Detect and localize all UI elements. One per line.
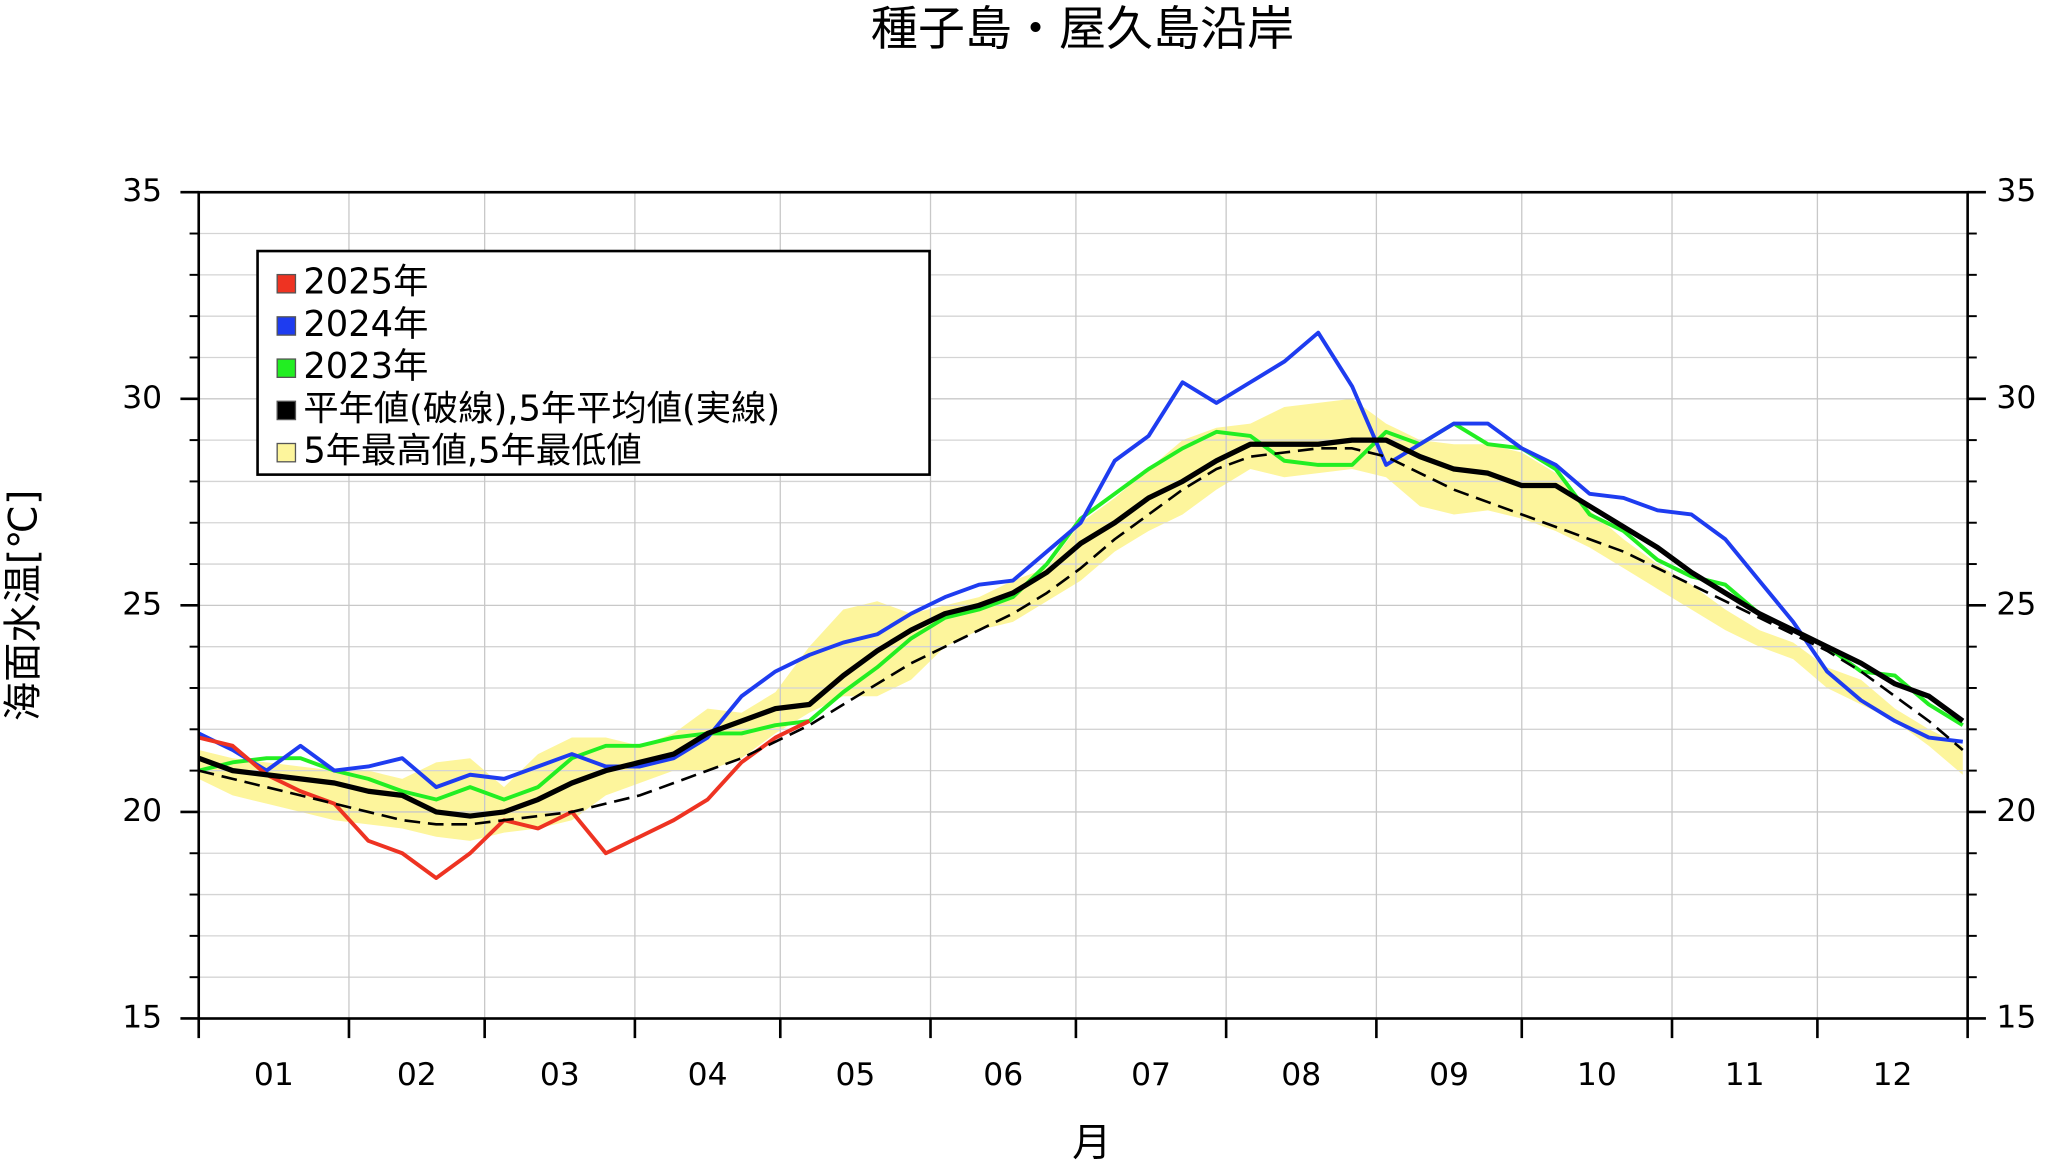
- y-tick-label: 30: [122, 380, 162, 416]
- legend-box: [256, 249, 931, 476]
- y-tick-label: 35: [122, 173, 162, 209]
- plot-frame: [197, 190, 1969, 1020]
- x-tick-label: 11: [1725, 1057, 1765, 1093]
- legend: 2025年2024年2023年平年値(破線),5年平均値(実線)5年最高値,5年…: [256, 249, 931, 476]
- x-tick-label: 05: [835, 1057, 875, 1093]
- x-tick-label: 10: [1577, 1057, 1617, 1093]
- legend-label: 5年最高値,5年最低値: [303, 431, 641, 472]
- legend-swatch: [276, 273, 297, 294]
- legend-swatch: [276, 316, 297, 336]
- x-tick-label: 09: [1429, 1057, 1469, 1093]
- x-tick-label: 07: [1131, 1057, 1171, 1093]
- series-line: [198, 421, 1964, 802]
- y2-tick-label: 20: [1996, 793, 2036, 829]
- y2-tick-label: 15: [1996, 999, 2036, 1035]
- x-tick-label: 01: [254, 1057, 294, 1093]
- x-tick-label: 06: [983, 1057, 1023, 1093]
- y-tick-label: 15: [122, 999, 162, 1035]
- chart-title: 種子島・屋久島沿岸: [871, 2, 1294, 57]
- legend-label: 2024年: [303, 304, 428, 345]
- y-tick-label: 20: [122, 793, 162, 829]
- legend-swatch: [276, 442, 297, 463]
- legend-label: 平年値(破線),5年平均値(実線): [303, 388, 780, 429]
- x-tick-label: 04: [688, 1057, 728, 1093]
- x-tick-label: 02: [397, 1057, 437, 1093]
- legend-label: 2023年: [303, 346, 428, 387]
- x-tick-label: 08: [1281, 1057, 1321, 1093]
- x-axis-label: 月: [1072, 1121, 1111, 1166]
- y-axis-label: 海面水温[℃]: [2, 490, 47, 722]
- legend-swatch: [276, 358, 297, 379]
- x-tick-label: 03: [540, 1057, 580, 1093]
- y2-tick-label: 25: [1996, 586, 2036, 622]
- y2-tick-label: 35: [1996, 173, 2036, 209]
- series-line: [197, 330, 1964, 790]
- series-line: [197, 437, 1965, 819]
- normal-line: [198, 447, 1964, 826]
- y-tick-label: 25: [122, 586, 162, 622]
- legend-swatch: [276, 400, 297, 421]
- legend-label: 2025年: [303, 262, 428, 303]
- y2-tick-label: 30: [1996, 380, 2036, 416]
- x-tick-label: 12: [1873, 1057, 1913, 1093]
